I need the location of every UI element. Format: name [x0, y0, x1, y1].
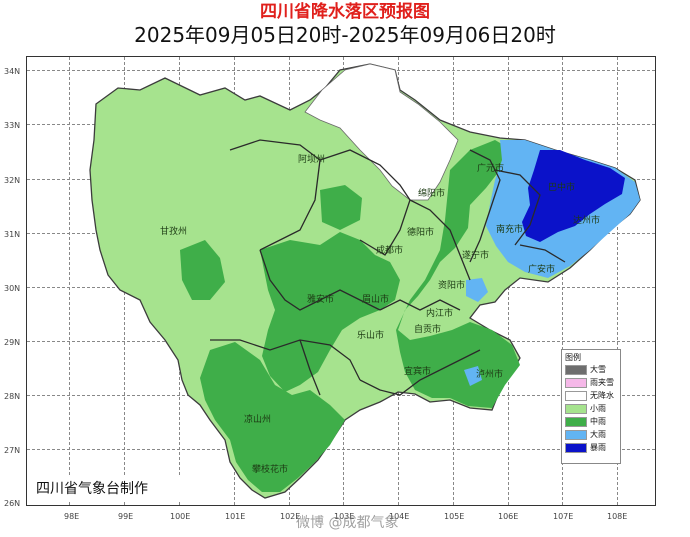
city-label-deyang: 德阳市 — [407, 228, 435, 238]
city-label-mianyang: 绵阳市 — [418, 189, 446, 199]
forecast-period: 2025年09月05日20时-2025年09月06日20时 — [134, 23, 556, 47]
heavy-rain-area-small — [466, 278, 488, 302]
lat-label-26: 26N — [4, 499, 21, 508]
lat-label-33: 33N — [4, 121, 21, 130]
legend-item-heavy-snow: 大雪 — [562, 363, 620, 376]
city-label-bazhong: 巴中市 — [548, 183, 576, 193]
heavy-rain-area-luzhou — [464, 366, 482, 386]
lon-label-103: 103E — [334, 512, 355, 521]
legend-item-heavy-rain: 大雨 — [562, 428, 620, 441]
city-label-leshan: 乐山市 — [357, 331, 385, 341]
lat-label-29: 29N — [4, 338, 21, 347]
legend-item-rainstorm: 暴雨 — [562, 441, 620, 454]
city-label-suining: 遂宁市 — [462, 251, 490, 261]
city-label-ziyang: 资阳市 — [438, 281, 466, 291]
lon-label-98: 98E — [64, 512, 80, 521]
lon-label-105: 105E — [444, 512, 465, 521]
map-title: 四川省降水落区预报图 — [260, 2, 430, 22]
city-label-nanchong: 南充市 — [496, 225, 524, 235]
legend-swatch-heavy-snow — [565, 364, 587, 375]
city-label-dazhou: 达州市 — [573, 216, 601, 226]
lon-label-101: 101E — [225, 512, 246, 521]
city-label-meishan: 眉山市 — [362, 295, 390, 305]
city-label-zigong: 自贡市 — [414, 325, 442, 335]
legend-item-moderate-rain: 中雨 — [562, 415, 620, 428]
city-label-aba: 阿坝州 — [298, 155, 326, 165]
legend-swatch-light-rain — [565, 403, 587, 414]
lat-label-27: 27N — [4, 446, 21, 455]
lat-label-34: 34N — [4, 67, 21, 76]
lat-label-30: 30N — [4, 284, 21, 293]
legend-item-sleet: 雨夹雪 — [562, 376, 620, 389]
city-label-yibin: 宜宾市 — [404, 367, 432, 377]
lon-label-108: 108E — [607, 512, 628, 521]
legend-swatch-rainstorm — [565, 442, 587, 453]
lat-label-32: 32N — [4, 176, 21, 185]
city-label-luzhou: 泸州市 — [476, 370, 504, 380]
city-label-neijiang: 内江市 — [426, 309, 454, 319]
lat-label-31: 31N — [4, 230, 21, 239]
legend-swatch-heavy-rain — [565, 429, 587, 440]
lon-label-99: 99E — [118, 512, 134, 521]
moderate-rain-area-south — [200, 342, 345, 492]
city-label-ganzi: 甘孜州 — [160, 227, 188, 237]
lon-label-106: 106E — [498, 512, 519, 521]
lon-label-102: 102E — [280, 512, 301, 521]
legend-title: 图例 — [565, 353, 581, 362]
legend-swatch-no-precip — [565, 390, 587, 401]
city-label-panzhihua: 攀枝花市 — [252, 465, 289, 475]
city-label-guangan: 广安市 — [528, 265, 556, 275]
city-label-guangyuan: 广元市 — [477, 164, 505, 174]
moderate-rain-area-north — [320, 185, 362, 230]
moderate-rain-area-west — [180, 240, 225, 300]
city-label-yaan: 雅安市 — [307, 295, 335, 305]
weibo-watermark: 微博 @成都气象 — [296, 515, 399, 531]
city-label-liangshan: 凉山州 — [244, 415, 272, 425]
map-legend: 图例 大雪 雨夹雪 无降水 小雨 中雨 大雨 暴雨 — [561, 349, 621, 464]
no-precip-area — [304, 63, 459, 201]
moderate-rain-area-central — [260, 232, 400, 392]
issuer-credit: 四川省气象台制作 — [30, 476, 186, 502]
lon-label-104: 104E — [389, 512, 410, 521]
city-label-chengdu: 成都市 — [376, 246, 404, 256]
moderate-rain-area-east — [396, 140, 520, 408]
lon-label-100: 100E — [170, 512, 191, 521]
lon-label-107: 107E — [553, 512, 574, 521]
rainstorm-area — [522, 150, 625, 242]
legend-swatch-sleet — [565, 377, 587, 388]
lat-label-28: 28N — [4, 392, 21, 401]
legend-item-light-rain: 小雨 — [562, 402, 620, 415]
legend-swatch-moderate-rain — [565, 416, 587, 427]
legend-item-no-precip: 无降水 — [562, 389, 620, 402]
